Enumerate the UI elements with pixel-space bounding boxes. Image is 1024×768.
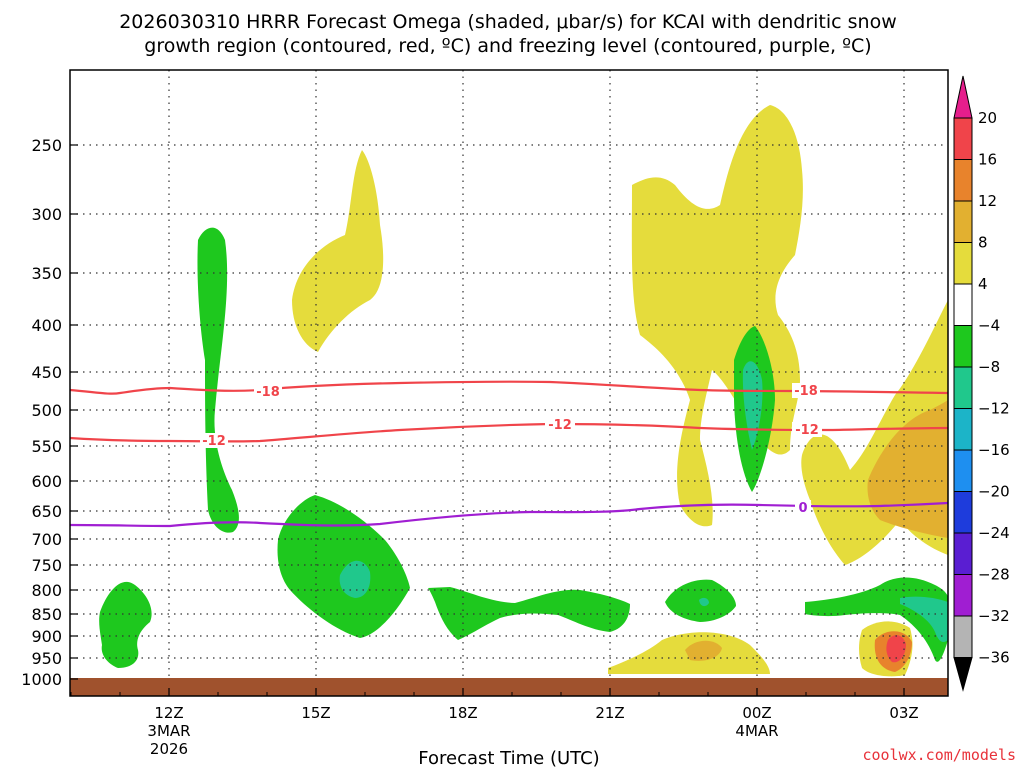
colorbar-swatch	[953, 615, 973, 658]
x-axis-title: Forecast Time (UTC)	[418, 748, 599, 768]
colorbar-label: 20	[978, 109, 997, 127]
pressure-tick-label: 950	[31, 649, 62, 668]
omega-sink-region	[197, 227, 239, 533]
pressure-tick-label: 700	[31, 530, 62, 549]
omega-rise-region	[886, 635, 906, 663]
pressure-tick-label: 750	[31, 556, 62, 575]
colorbar-label: −8	[978, 358, 1000, 376]
colorbar-label: −12	[978, 400, 1010, 418]
pressure-tick-label: 600	[31, 472, 62, 491]
dgz-minus18-label: -18	[256, 385, 280, 400]
colorbar-label: −24	[978, 524, 1010, 542]
colorbar-swatch	[953, 325, 973, 368]
colorbar-label: −36	[978, 649, 1010, 667]
colorbar-label: 8	[978, 234, 988, 252]
colorbar-swatch	[953, 117, 973, 160]
pressure-tick-label: 550	[31, 437, 62, 456]
freezing-level-contour	[69, 501, 949, 528]
dgz-minus18-contour	[69, 380, 949, 395]
colorbar: 20 16 12 8 4 −4 −8 −12 −16 −20 −24 −28 −32 −36	[953, 75, 1010, 692]
omega-sink-region	[699, 597, 709, 607]
omega-sink-region	[339, 560, 371, 598]
contour-label-bg	[792, 422, 822, 437]
contour-label-bg	[795, 500, 811, 515]
omega-sink-region	[99, 581, 152, 668]
dgz-minus12-label: -12	[548, 418, 572, 433]
time-tick-label: 12Z	[154, 704, 183, 722]
pressure-tick-label: 450	[31, 363, 62, 382]
colorbar-swatch	[953, 491, 973, 534]
freezing-level-label: 0	[798, 501, 807, 516]
pressure-tick-label: 650	[31, 502, 62, 521]
pressure-tick-label: 850	[31, 605, 62, 624]
chart-title-line2: growth region (contoured, red, ºC) and f…	[144, 35, 871, 57]
colorbar-label: −32	[978, 607, 1010, 625]
omega-rise-region	[685, 640, 722, 661]
colorbar-label: 12	[978, 192, 997, 210]
contour-label-bg	[254, 384, 282, 399]
pressure-tick-label: 350	[31, 264, 62, 283]
colorbar-label: −28	[978, 566, 1010, 584]
time-tick-label: 21Z	[595, 704, 624, 722]
date-label: 3MAR	[147, 722, 190, 740]
pressure-tick-label: 900	[31, 627, 62, 646]
colorbar-label: 16	[978, 151, 997, 169]
colorbar-label: −4	[978, 317, 1000, 335]
pressure-tick-label: 250	[31, 136, 62, 155]
omega-rise-region	[292, 150, 384, 352]
pressure-tick-label: 400	[31, 316, 62, 335]
colorbar-swatch	[953, 159, 973, 202]
pressure-tick-label: 800	[31, 581, 62, 600]
pressure-tick-label: 500	[31, 401, 62, 420]
colorbar-swatch	[953, 574, 973, 617]
colorbar-swatch	[953, 242, 973, 285]
omega-sink-region	[277, 495, 410, 638]
time-tick-label: 03Z	[889, 704, 918, 722]
pressure-tick-label: 300	[31, 205, 62, 224]
colorbar-swatch	[953, 408, 973, 451]
pressure-tick-label: 1000	[21, 670, 62, 689]
colorbar-label: 4	[978, 275, 988, 293]
dgz-minus12-label: -12	[795, 423, 819, 438]
colorbar-swatch	[953, 449, 973, 492]
dgz-minus18-label: -18	[794, 384, 818, 399]
date-label: 4MAR	[735, 722, 778, 740]
colorbar-swatch	[953, 366, 973, 409]
time-tick-label: 15Z	[301, 704, 330, 722]
time-tick-label: 18Z	[448, 704, 477, 722]
contour-label-bg	[200, 433, 228, 448]
contour-label-bg	[545, 417, 575, 432]
chart-title-line1: 2026030310 HRRR Forecast Omega (shaded, …	[119, 11, 897, 33]
colorbar-label: −20	[978, 483, 1010, 501]
omega-sink-region	[428, 587, 630, 640]
omega-sink-region	[900, 596, 948, 643]
credit-text: coolwx.com/models	[862, 746, 1016, 764]
colorbar-swatch	[953, 283, 973, 326]
contour-label-bg	[792, 383, 820, 398]
colorbar-bottom-arrow	[953, 657, 973, 692]
colorbar-swatch	[953, 532, 973, 575]
time-tick-label: 00Z	[742, 704, 771, 722]
pressure-axis: 250 300 350 400 450 500 550 600 650 700 750 800 850 9…	[21, 136, 78, 689]
colorbar-label: −16	[978, 441, 1010, 459]
plot-border	[69, 69, 949, 697]
omega-shading	[99, 105, 948, 677]
dgz-minus12-label: -12	[202, 434, 226, 449]
contour-labels: -18 -18 -12 -12 -12 0	[200, 383, 822, 516]
year-label: 2026	[150, 740, 188, 758]
colorbar-swatch	[953, 200, 973, 243]
colorbar-top-arrow	[953, 75, 973, 119]
ground-strip	[70, 678, 948, 696]
